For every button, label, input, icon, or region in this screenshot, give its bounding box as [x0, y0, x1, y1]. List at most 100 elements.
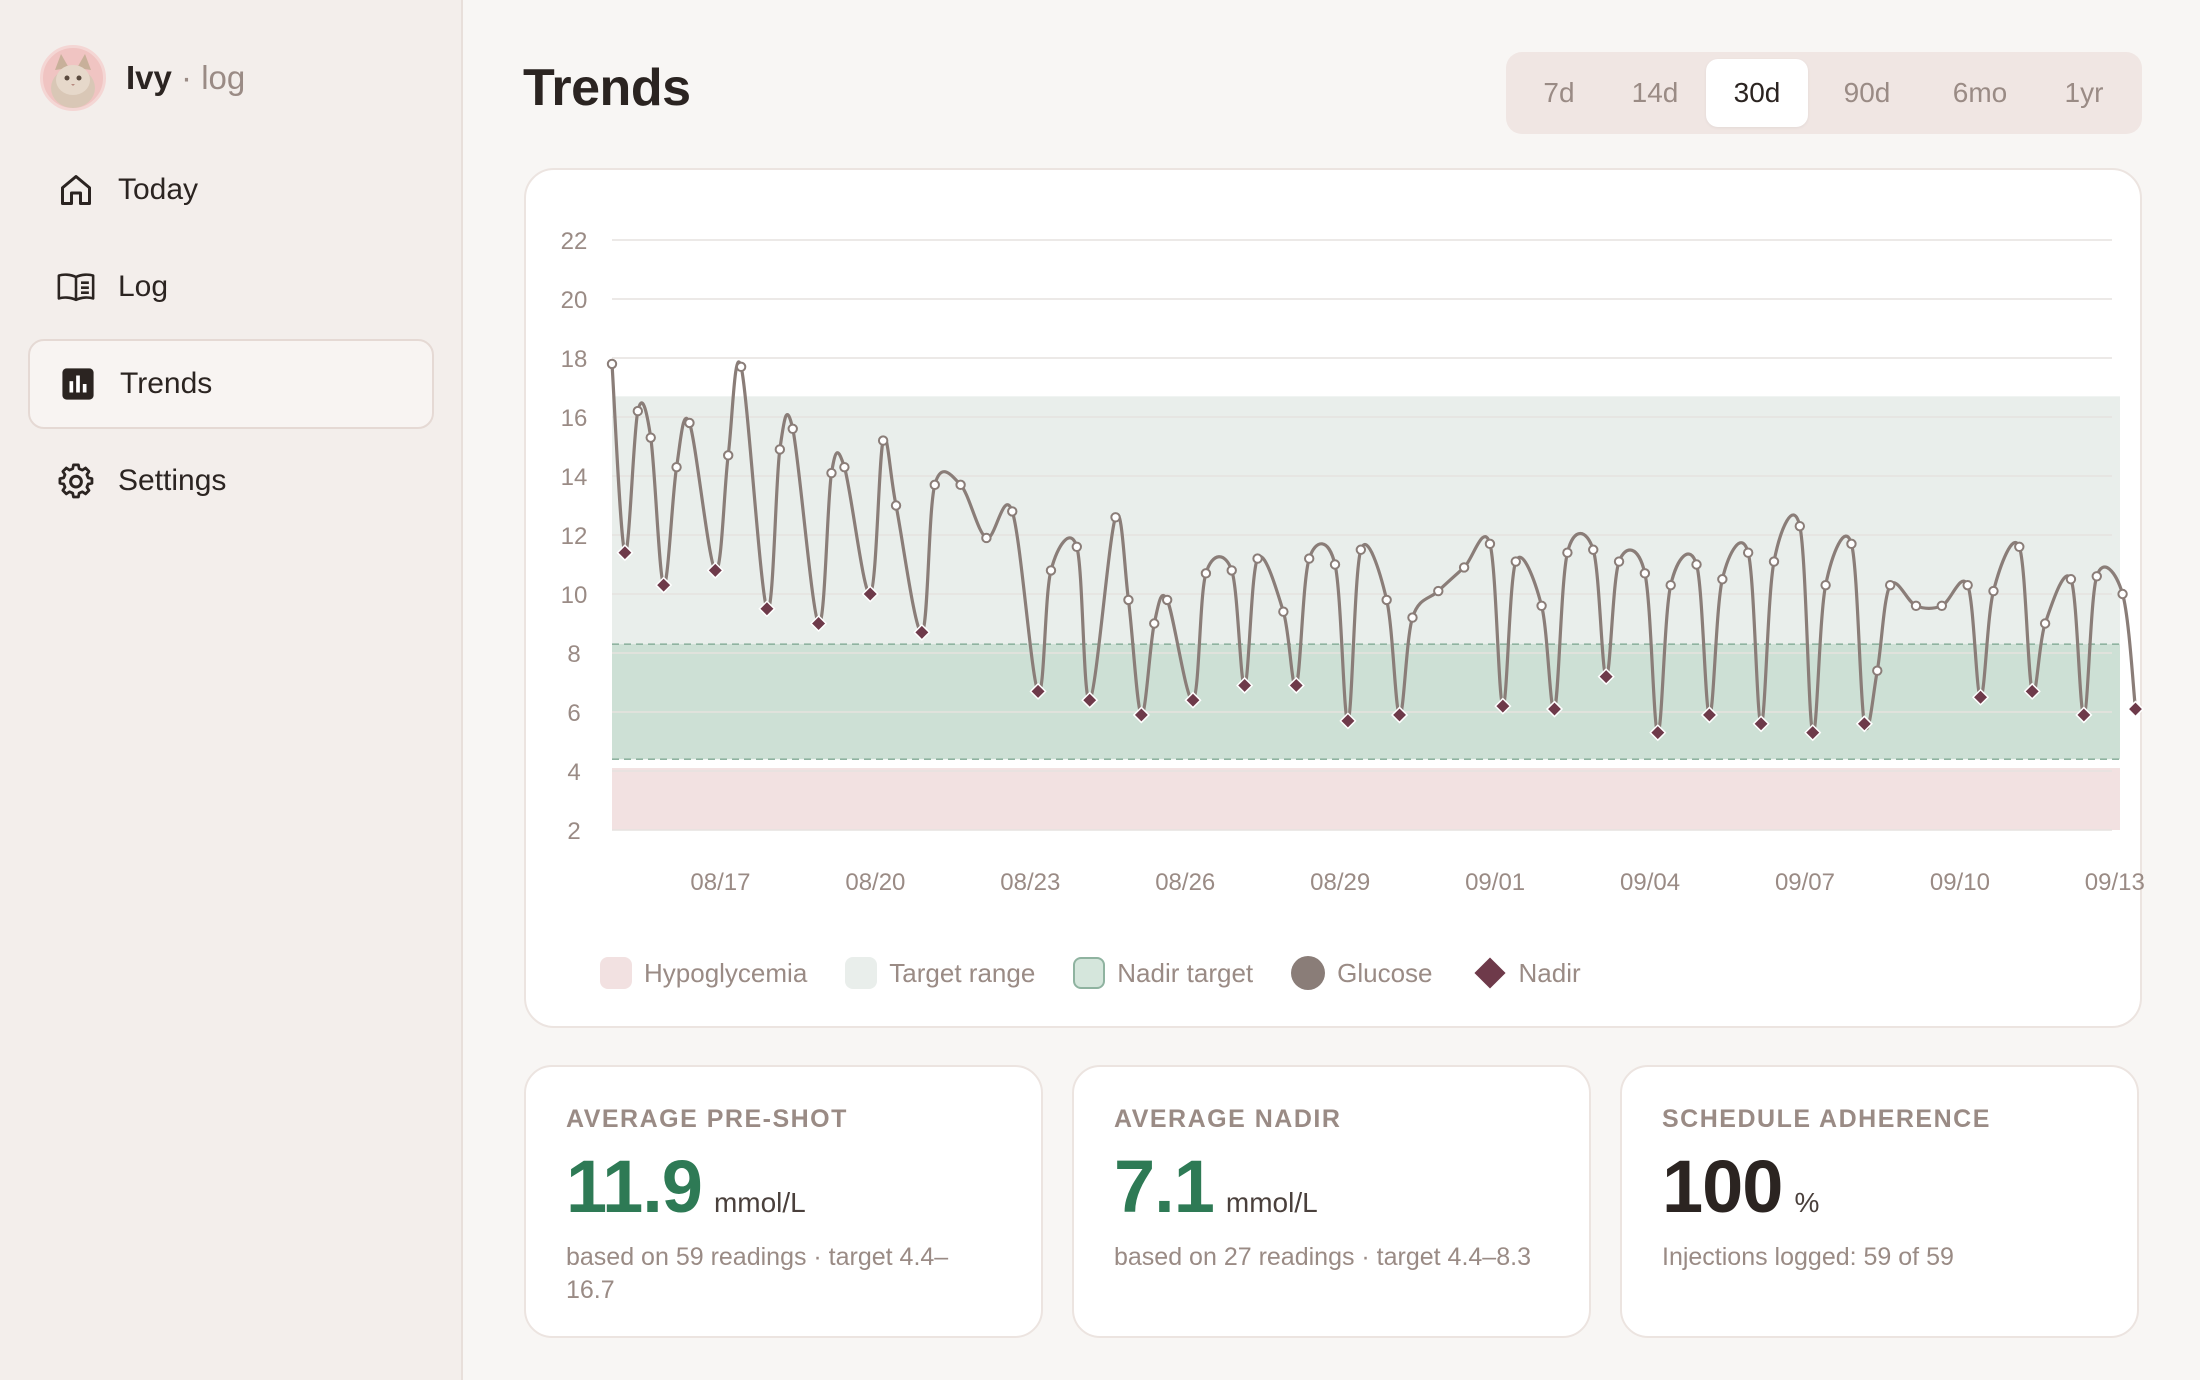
- nadir-marker: [1972, 688, 1990, 706]
- legend-swatch-hypoglycemia: [600, 957, 632, 989]
- nav-item-settings[interactable]: Settings: [28, 436, 434, 526]
- glucose-point: [645, 432, 656, 443]
- y-tick-label: 20: [561, 287, 588, 314]
- nadir-marker: [810, 614, 828, 633]
- glucose-point: [1691, 559, 1702, 570]
- nav-item-log[interactable]: Log: [28, 242, 434, 332]
- glucose-point: [1768, 556, 1780, 567]
- nadir-marker: [1855, 715, 1873, 733]
- cat-avatar: [40, 45, 106, 111]
- y-tick-label: 14: [561, 464, 588, 491]
- nadir-marker: [1339, 712, 1357, 730]
- glucose-point: [1407, 612, 1418, 623]
- glucose-point: [890, 500, 902, 511]
- stat-label: AVERAGE PRE-SHOT: [566, 1105, 848, 1133]
- nadir-marker: [1287, 676, 1305, 695]
- glucose-point: [606, 358, 618, 370]
- glucose-point: [1820, 579, 1831, 591]
- x-tick-label: 08/17: [690, 869, 750, 896]
- nadir-marker: [655, 576, 673, 594]
- hypoglycemia-band: [612, 768, 2120, 830]
- y-tick-label: 8: [567, 641, 580, 668]
- legend-diamond-nadir: [1473, 957, 1506, 989]
- glucose-point: [787, 423, 798, 434]
- legend-item-nadir: Nadir: [1471, 957, 1581, 989]
- legend-item-nadir-target: Nadir target: [1073, 957, 1253, 989]
- glucose-point: [1007, 506, 1018, 517]
- glucose-point: [2091, 571, 2102, 582]
- range-tab-1yr[interactable]: 1yr: [2064, 77, 2104, 108]
- x-tick-label: 08/20: [845, 869, 905, 896]
- x-tick-label: 09/04: [1620, 869, 1680, 896]
- x-tick-label: 09/10: [1930, 869, 1990, 896]
- x-tick-label: 08/29: [1310, 869, 1370, 896]
- nadir-marker: [1081, 691, 1099, 709]
- glucose-point: [2014, 541, 2025, 552]
- x-tick-label: 08/26: [1155, 869, 1215, 896]
- stat-note: based on 59 readings · target 4.4–16.7: [566, 1243, 949, 1304]
- legend-label-glucose: Glucose: [1337, 957, 1433, 988]
- glucose-point: [1200, 568, 1212, 579]
- stat-value: 11.9: [566, 1145, 703, 1228]
- page-title: Trends: [523, 59, 691, 117]
- range-tab-7d[interactable]: 7d: [1543, 77, 1575, 108]
- nadir-marker: [758, 600, 776, 618]
- x-tick-label: 08/23: [1000, 869, 1060, 896]
- glucose-point: [1252, 553, 1263, 564]
- legend-dot-glucose: [1291, 956, 1326, 990]
- stat-label: AVERAGE NADIR: [1114, 1105, 1342, 1133]
- glucose-point: [1936, 600, 1948, 611]
- sidebar: Ivy · log Today Log Trends Settings: [0, 0, 463, 1380]
- glucose-point: [981, 532, 992, 544]
- y-tick-label: 4: [567, 759, 580, 786]
- legend-swatch-nadir-target: [1073, 957, 1106, 989]
- range-tab-6mo[interactable]: 6mo: [1952, 77, 2008, 108]
- glucose-point: [1588, 544, 1599, 555]
- legend-swatch-target-range: [845, 957, 878, 989]
- nadir-marker: [616, 544, 634, 562]
- glucose-point: [1742, 547, 1754, 558]
- glucose-point: [1962, 579, 1973, 591]
- stat-unit: mmol/L: [713, 1187, 806, 1218]
- legend-item-hypoglycemia: Hypoglycemia: [600, 957, 807, 989]
- glucose-point: [839, 461, 850, 473]
- nav-label-trends: Trends: [120, 367, 213, 400]
- glucose-point: [1910, 600, 1922, 611]
- nadir-marker: [2075, 706, 2093, 724]
- glucose-point: [632, 405, 644, 417]
- nav-item-today[interactable]: Today: [28, 145, 434, 235]
- glucose-point: [1045, 565, 1057, 576]
- nadir-marker: [1545, 700, 1564, 718]
- range-tab-14d[interactable]: 14d: [1631, 77, 1679, 108]
- legend-item-glucose: Glucose: [1291, 956, 1433, 990]
- nadir-target-band: [612, 644, 2120, 760]
- range-tab-90d[interactable]: 90d: [1843, 77, 1891, 108]
- glucose-point: [1226, 565, 1237, 576]
- glucose-point: [1484, 538, 1496, 550]
- stat-label: SCHEDULE ADHERENCE: [1662, 1105, 1991, 1133]
- stat-unit: mmol/L: [1225, 1187, 1318, 1218]
- nav-item-trends[interactable]: Trends: [28, 339, 434, 429]
- legend-label-hypoglycemia: Hypoglycemia: [644, 957, 808, 988]
- glucose-point: [1510, 556, 1521, 567]
- bar-chart-icon: [58, 364, 98, 404]
- nadir-marker: [913, 623, 931, 641]
- stat-value-row: 11.9 mmol/L: [566, 1144, 1001, 1229]
- glucose-point: [722, 450, 734, 461]
- glucose-point: [1329, 559, 1341, 570]
- glucose-point: [1639, 568, 1651, 579]
- glucose-point: [1536, 600, 1547, 611]
- stat-card-average-pre-shot: AVERAGE PRE-SHOT 11.9 mmol/L based on 59…: [524, 1065, 1043, 1338]
- range-tab-30d[interactable]: 30d: [1706, 59, 1808, 127]
- brand-text: Ivy · log: [126, 59, 245, 97]
- main-content: Trends 7d 14d 30d 90d 6mo 1yr 2 4 6 8 10 12 14…: [463, 0, 2200, 1380]
- y-tick-label: 12: [561, 523, 588, 550]
- glucose-point: [955, 479, 966, 491]
- glucose-point: [1355, 544, 1367, 555]
- stat-value: 7.1: [1114, 1145, 1215, 1228]
- legend-label-nadir-target: Nadir target: [1117, 957, 1254, 988]
- brand-sub: log: [201, 59, 246, 96]
- stat-card-average-nadir: AVERAGE NADIR 7.1 mmol/L based on 27 rea…: [1072, 1065, 1591, 1338]
- glucose-trend-chart: 2 4 6 8 10 12 14 16 18 20 22 08/17 08/20 08/23 08/26 08…: [561, 228, 2144, 896]
- glucose-point: [2039, 618, 2051, 629]
